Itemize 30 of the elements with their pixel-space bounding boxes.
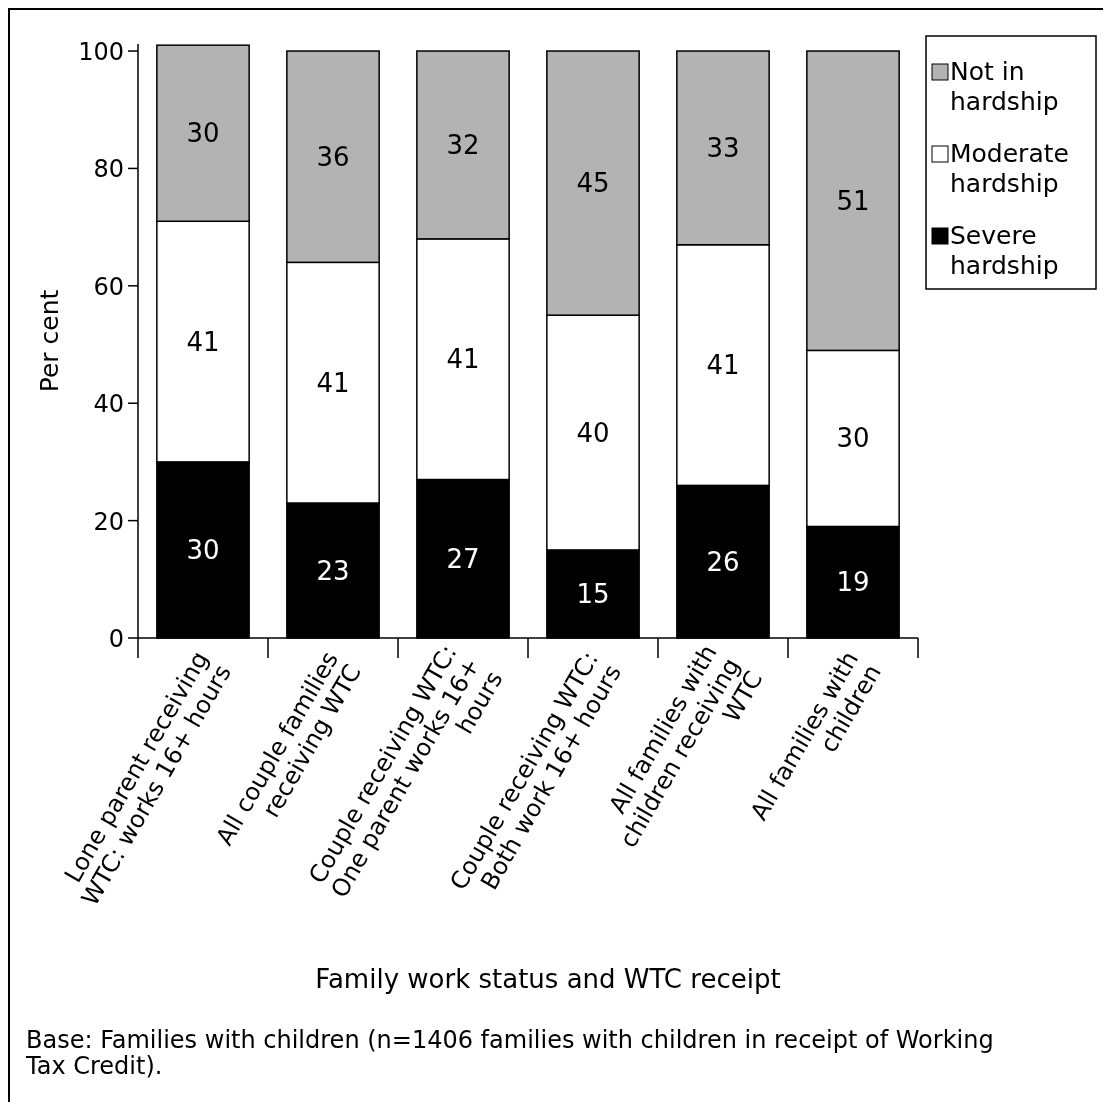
text: Base: Families with children (n=1406 families with children in receipt of Working Tax Credit). — [25, 1026, 994, 1081]
data-label: 26 — [706, 546, 740, 577]
y-tick-label: 20 — [93, 507, 124, 536]
data-label: 41 — [446, 344, 480, 375]
data-label: 41 — [186, 326, 220, 357]
data-label: 15 — [576, 578, 610, 609]
data-label: 30 — [186, 534, 220, 565]
y-tick-label: 40 — [93, 390, 124, 419]
data-label: 30 — [836, 423, 870, 454]
data-label: 41 — [706, 350, 740, 381]
y-tick-label: 0 — [108, 625, 124, 653]
data-label: 27 — [446, 543, 480, 574]
data-label: 19 — [836, 567, 870, 598]
legend-label: Moderate hardship — [950, 139, 1069, 198]
data-label: 33 — [706, 132, 740, 163]
data-label: 51 — [836, 185, 870, 216]
y-tick-label: 100 — [78, 38, 124, 67]
y-axis-title: Per cent — [35, 289, 64, 393]
legend-label: Severe hardship — [950, 221, 1059, 280]
data-label: 41 — [316, 367, 350, 398]
data-label: 36 — [316, 141, 350, 172]
data-label: 30 — [186, 118, 220, 149]
x-axis-title: Family work status and WTC receipt — [315, 964, 781, 994]
y-tick-label: 80 — [93, 155, 124, 184]
y-tick-label: 60 — [93, 272, 124, 301]
data-label: 23 — [316, 555, 350, 586]
data-label: 45 — [576, 168, 610, 199]
data-label: 40 — [576, 417, 610, 448]
data-label: 32 — [446, 129, 480, 160]
legend-label: Not in hardship — [950, 57, 1059, 116]
